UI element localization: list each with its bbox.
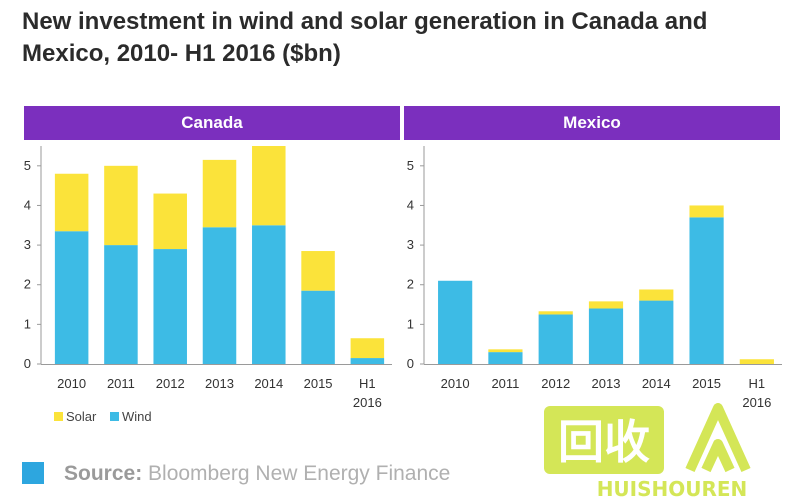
mexico-y-tick-label: 0 [407,356,414,371]
mexico-y-tick-label: 3 [407,237,414,252]
canada-x-tick-label: 2011 [107,376,135,391]
canada-bar-wind-2011 [104,245,138,364]
canada-x-tick-label: H1 [359,376,376,391]
canada-bar-solar-2010 [54,173,89,232]
mexico-bar-solar-h1-2016 [739,359,774,364]
watermark-glyph: 回收 [558,415,650,469]
canada-bar-solar-h1-2016 [350,338,385,359]
mexico-bar-solar-2013 [588,301,624,309]
canada-x-tick-label: 2015 [304,376,333,391]
canada-bar-solar-2013 [202,159,237,228]
mexico-bar-solar-2011 [488,349,523,353]
canada-y-tick-label: 1 [24,316,31,331]
canada-y-tick-label: 5 [24,158,31,173]
panel-title-mexico: Mexico [404,106,780,140]
canada-x-tick-label: 2014 [254,376,283,391]
watermark-text: HUISHOUREN [597,477,748,500]
canada-x-tick-label: 2010 [57,376,86,391]
canada-y-tick-label: 3 [24,237,31,252]
watermark-mountain-icon [685,403,751,473]
mexico-bar-wind-2012 [538,314,573,364]
mexico-x-tick-label: 2011 [491,376,519,391]
legend-label-solar: Solar [66,409,97,424]
legend-label-wind: Wind [122,409,152,424]
legend-swatch-solar [54,412,63,421]
canada-bar-wind-2015 [301,290,335,364]
canada-bar-wind-2014 [252,225,286,364]
canada-bar-solar-2015 [301,251,335,291]
mexico-y-tick-label: 2 [407,277,414,292]
canada-y-tick-label: 0 [24,356,31,371]
mexico-x-tick-label: H1 [749,376,766,391]
canada-bar-wind-h1-2016 [350,358,385,364]
mexico-x-tick-label: 2015 [692,376,721,391]
mexico-bar-wind-2013 [588,308,624,364]
canada-x-tick-label: 2012 [156,376,185,391]
canada-y-tick-label: 2 [24,277,31,292]
mexico-x-tick-label: 2013 [592,376,621,391]
mexico-y-tick-label: 4 [407,197,414,212]
mexico-x-tick-label: 2016 [742,395,771,410]
legend-swatch-wind [110,412,119,421]
source-text: Source: Bloomberg New Energy Finance [64,462,450,486]
mexico-bar-solar-2014 [639,289,674,301]
mexico-y-tick-label: 1 [407,316,414,331]
mexico-y-tick-label: 5 [407,158,414,173]
chart-title: New investment in wind and solar generat… [22,8,708,67]
canada-bar-solar-2014 [252,146,286,226]
watermark-logo: 回收 HUISHOUREN [544,403,751,500]
canada-bar-solar-2012 [153,193,187,250]
watermark-badge [544,406,664,474]
canada-bar-wind-2010 [54,231,89,364]
mexico-bar-wind-2014 [639,300,674,364]
mexico-bar-wind-2010 [438,280,473,364]
mexico-x-tick-label: 2012 [541,376,570,391]
mexico-x-tick-label: 2010 [441,376,470,391]
mexico-x-tick-label: 2014 [642,376,671,391]
canada-y-tick-label: 4 [24,197,31,212]
canada-bar-wind-2012 [153,249,187,364]
panel-title-canada: Canada [24,106,400,140]
source-prefix: Source: [64,462,143,485]
source-square-icon [22,462,44,484]
mexico-bar-solar-2012 [538,311,573,315]
canada-bar-solar-2011 [104,165,138,246]
mexico-bar-wind-2015 [689,217,724,364]
mexico-bar-solar-2015 [689,205,724,218]
source-name: Bloomberg New Energy Finance [148,462,451,485]
canada-x-tick-label: 2013 [205,376,234,391]
canada-x-tick-label: 2016 [353,395,382,410]
canada-bar-wind-2013 [202,227,237,364]
mexico-bar-wind-2011 [488,352,523,364]
